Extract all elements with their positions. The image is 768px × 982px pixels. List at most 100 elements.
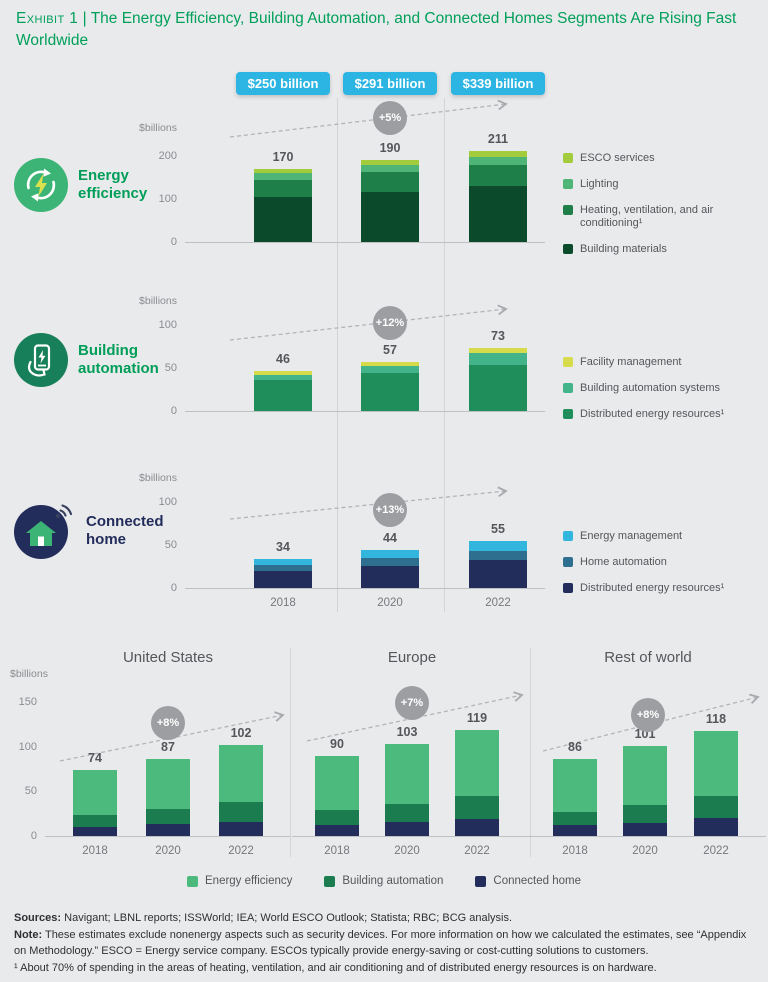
legend-label: Energy efficiency [205, 875, 293, 887]
total-badge-2020: $291 billion [343, 72, 437, 95]
y-axis-tick-label: 50 [164, 538, 177, 551]
chart-united-states: $billions 0 50 100 150 74 87 102 [10, 668, 290, 842]
bar-segment-energy-management [469, 540, 527, 551]
bar-total-label: 103 [396, 725, 418, 740]
bar-segment-connected-home [146, 824, 190, 836]
bar-segment-building-automation [73, 814, 117, 828]
y-axis-tick-label: 200 [158, 150, 177, 163]
x-axis-year-label: 2018 [562, 845, 588, 857]
x-axis-year-label: 2020 [394, 845, 420, 857]
x-axis-year-label: 2020 [632, 845, 658, 857]
note-text: These estimates exclude nonenergy aspect… [14, 928, 747, 958]
growth-badge-connected-home: +13% [373, 493, 407, 527]
building-automation-icon [14, 333, 68, 387]
legend-item: Energy management [563, 530, 763, 544]
growth-badge-energy-efficiency: +5% [373, 101, 407, 135]
bar-segment-energy-efficiency [623, 746, 667, 805]
legend-item: Distributed energy resources¹ [563, 408, 763, 422]
x-axis-year-label: 2020 [155, 845, 181, 857]
bar-segment-connected-home [455, 819, 499, 836]
chart-building-automation: $billions 0 50 100 46 57 73 [139, 295, 545, 417]
x-axis-year-label: 2022 [485, 597, 511, 609]
footnote-line: ¹ About 70% of spending in the areas of … [14, 961, 657, 974]
bar-segment-connected-home [315, 825, 359, 836]
legend-item: Lighting [563, 178, 763, 192]
stacked-bar [694, 730, 738, 836]
x-axis-year-label: 2018 [324, 845, 350, 857]
y-axis-tick-label: 100 [158, 318, 177, 331]
column-separator [337, 98, 338, 612]
legend-energy-efficiency: ESCO services Lighting Heating, ventilatio… [563, 152, 763, 269]
legend-swatch [563, 357, 573, 367]
stacked-bar [469, 540, 527, 588]
y-axis-tick-label: 0 [170, 236, 177, 248]
category-energy-efficiency: Energy efficiency [14, 158, 186, 212]
legend-item: ESCO services [563, 152, 763, 166]
bar-segment-distributed-energy-resources [361, 565, 419, 588]
legend-label: ESCO services [580, 152, 655, 164]
note-label: Note: [14, 928, 43, 941]
y-axis-unit-label: $billions [139, 122, 177, 134]
legend-label: Building automation [342, 875, 444, 887]
note-line: Note: These estimates exclude nonenergy … [14, 927, 756, 960]
legend-label: Distributed energy resources¹ [580, 581, 725, 594]
bottom-legend: Energy efficiency Building automation Conn… [0, 874, 768, 888]
bar-segment-building-automation [315, 810, 359, 826]
bar-segment-building-automation-systems [361, 366, 419, 374]
bar-total-label: 57 [383, 342, 397, 357]
legend-swatch [475, 875, 487, 887]
legend-label: Energy management [580, 530, 683, 542]
bar-total-label: 102 [230, 726, 252, 741]
stacked-bar [254, 169, 312, 242]
stacked-bar [315, 755, 359, 836]
bar-segment-home-automation [361, 557, 419, 566]
bar-segment-building-automation [553, 811, 597, 826]
bar-segment-distributed-energy-resources [361, 373, 419, 411]
legend-item: Heating, ventilation, and air conditioni… [563, 204, 763, 232]
bar-segment-distributed-energy-resources [254, 380, 312, 411]
bar-segment-connected-home [694, 818, 738, 836]
bar-segment-building-automation-systems [254, 374, 312, 381]
trend-arrow [229, 486, 508, 520]
y-axis-tick-label: 100 [158, 193, 177, 206]
footer: Sources: Navigant; LBNL reports; ISSWorl… [14, 910, 756, 976]
page-title: Exhibit 1 | The Energy Efficiency, Build… [16, 8, 754, 53]
stacked-bar [254, 558, 312, 588]
bar-segment-distributed-energy-resources [254, 570, 312, 588]
region-title-united-states: United States [122, 649, 214, 666]
legend-swatch [563, 178, 573, 189]
total-badge-2018: $250 billion [236, 72, 330, 95]
bar-segment-facility-management [469, 348, 527, 354]
bar-segment-building-automation [455, 795, 499, 820]
stacked-bar [455, 730, 499, 836]
x-axis-year-label: 2022 [228, 845, 254, 857]
category-building-automation: Building automation [14, 333, 186, 387]
category-label: Building automation [78, 342, 159, 377]
legend-label: Home automation [580, 555, 667, 568]
bar-segment-building-automation [219, 802, 263, 822]
bar-segment-esco-services [254, 169, 312, 174]
bar-total-label: 46 [276, 352, 290, 367]
bar-segment-energy-efficiency [553, 759, 597, 812]
x-axis-year-label: 2022 [703, 845, 729, 857]
bar-segment-energy-efficiency [73, 770, 117, 815]
legend-item: Home automation [563, 556, 763, 570]
x-axis-europe: 2018 2020 2022 [292, 845, 530, 861]
bar-segment-heating-ventilation-and-air-conditioning [254, 179, 312, 197]
bar-total-label: 34 [276, 539, 290, 554]
bar-segment-building-automation [694, 795, 738, 819]
growth-badge-building-automation: +12% [373, 306, 407, 340]
legend-item: Connected home [475, 874, 581, 888]
bar-segment-connected-home [219, 821, 263, 836]
total-badge-2022: $339 billion [451, 72, 545, 95]
stacked-bar [254, 371, 312, 411]
category-connected-home: Connected home [14, 503, 186, 559]
legend-swatch [563, 556, 573, 567]
bar-segment-connected-home [553, 825, 597, 836]
x-axis-year-label: 2018 [270, 597, 296, 609]
legend-swatch [563, 382, 573, 393]
y-axis-tick-label: 0 [170, 582, 177, 594]
legend-label: Building materials [580, 243, 667, 255]
bar-total-label: 74 [88, 751, 102, 766]
chart-connected-home: $billions 0 50 100 34 44 55 [139, 472, 545, 594]
